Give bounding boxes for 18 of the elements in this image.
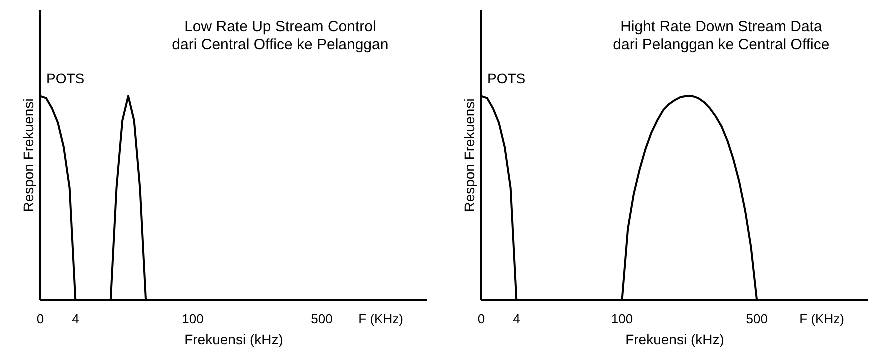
x-axis-title: Frekuensi (kHz) — [626, 332, 724, 348]
x-tick-label: 500 — [311, 312, 333, 326]
chart-title: Hight Rate Down Stream Data dari Pelanggan ke Central Office — [613, 18, 830, 54]
chart-title: Low Rate Up Stream Control dari Central Office ke Pelanggan — [172, 18, 389, 54]
x-tick-label: 4 — [72, 312, 80, 326]
text: F (KHz) — [358, 312, 404, 326]
x-tick-label: 100 — [182, 312, 204, 326]
text: F (KHz) — [800, 312, 844, 326]
y-axis-title: Respon Frekuensi — [20, 98, 36, 212]
x-tick-label: 4 — [513, 312, 520, 326]
x-tick-label: 100 — [611, 312, 634, 326]
x-tick-label: 0 — [36, 312, 44, 326]
y-axis-title: Respon Frekuensi — [462, 98, 478, 212]
x-tick-label: 500 — [746, 312, 768, 326]
x-tick-label: 0 — [478, 312, 486, 326]
x-axis-title: Frekuensi (kHz) — [184, 332, 284, 348]
series-label: POTS — [488, 70, 526, 86]
series-label: POTS — [46, 70, 85, 86]
